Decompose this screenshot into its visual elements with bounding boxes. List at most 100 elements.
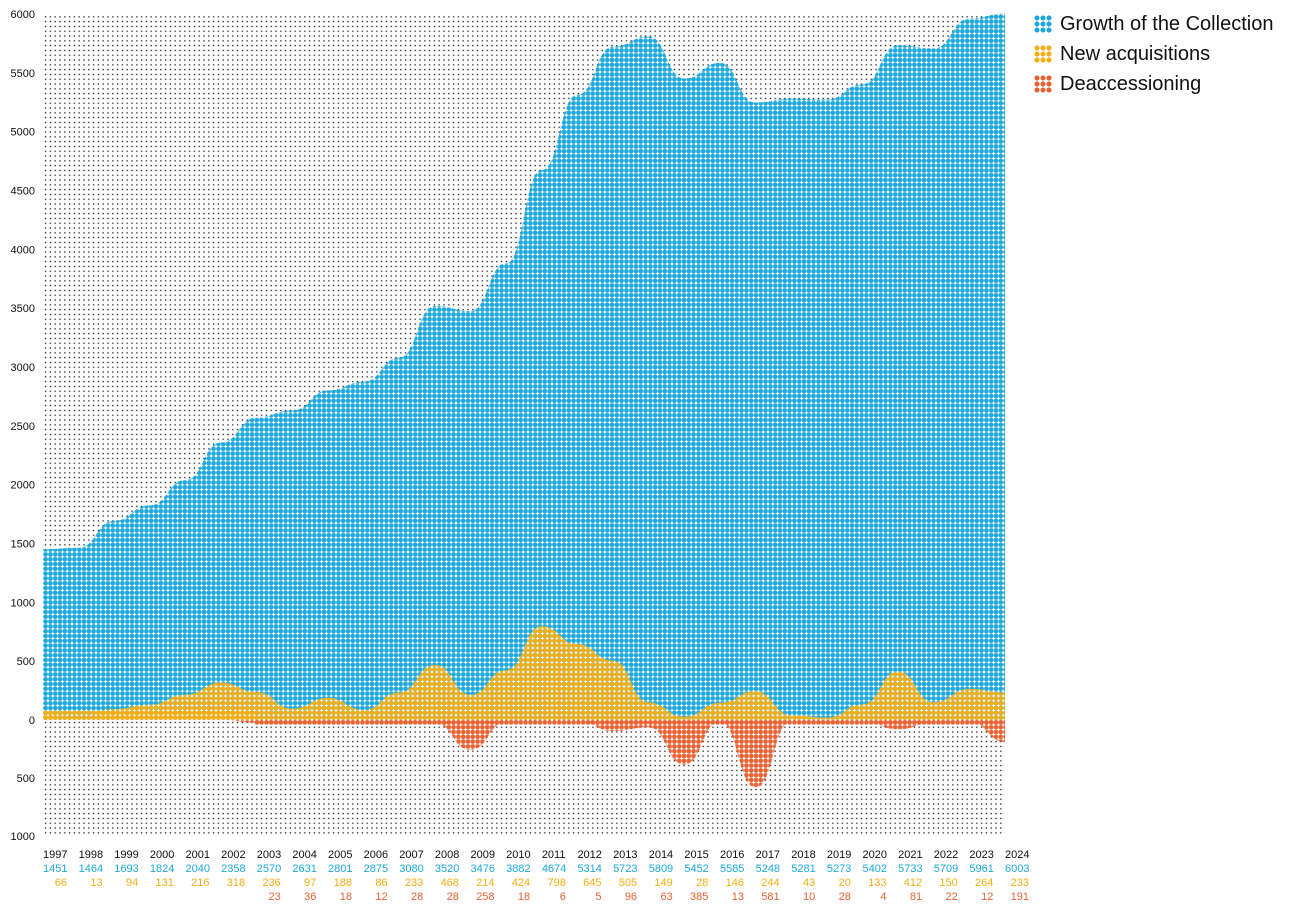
- y-tick-label: 1500: [11, 539, 35, 551]
- x-value-growth: 3476: [471, 863, 495, 875]
- x-tick-label-year: 2003: [257, 849, 281, 861]
- x-tick-label-year: 2000: [150, 849, 174, 861]
- x-value-growth: 6003: [1005, 863, 1029, 875]
- x-value-deaccessioning: 22: [945, 891, 957, 903]
- x-value-acquisitions: 244: [761, 877, 779, 889]
- x-value-deaccessioning: 28: [411, 891, 423, 903]
- y-tick-label: 5500: [11, 68, 35, 80]
- series-areas: [43, 13, 1005, 788]
- x-value-growth: 5723: [613, 863, 637, 875]
- x-tick-label-year: 2023: [969, 849, 993, 861]
- x-value-deaccessioning: 258: [476, 891, 494, 903]
- x-value-deaccessioning: 28: [447, 891, 459, 903]
- x-value-growth: 4674: [542, 863, 566, 875]
- y-tick-label: 1000: [11, 597, 35, 609]
- x-tick-label-year: 2009: [471, 849, 495, 861]
- x-value-acquisitions: 798: [547, 877, 565, 889]
- x-value-growth: 5452: [684, 863, 708, 875]
- y-tick-label-negative: 1000: [11, 831, 35, 843]
- x-value-growth: 2040: [186, 863, 210, 875]
- series-area-acquisitions: [43, 626, 1005, 720]
- x-value-acquisitions: 318: [227, 877, 245, 889]
- x-tick-label-year: 2007: [399, 849, 423, 861]
- x-value-acquisitions: 468: [441, 877, 459, 889]
- series-area-deaccessioning: [43, 720, 1005, 788]
- x-value-acquisitions: 236: [262, 877, 280, 889]
- x-value-deaccessioning: 6: [560, 891, 566, 903]
- y-tick-label: 500: [17, 656, 35, 668]
- x-value-deaccessioning: 581: [761, 891, 779, 903]
- x-value-growth: 5961: [969, 863, 993, 875]
- series-area-growth: [43, 13, 1005, 721]
- y-tick-label: 3500: [11, 303, 35, 315]
- x-value-acquisitions: 131: [156, 877, 174, 889]
- x-value-growth: 5248: [756, 863, 780, 875]
- x-value-deaccessioning: 191: [1011, 891, 1029, 903]
- x-tick-label-year: 2020: [862, 849, 886, 861]
- x-value-growth: 5709: [934, 863, 958, 875]
- y-tick-label: 3000: [11, 362, 35, 374]
- y-tick-label: 0: [29, 715, 35, 727]
- x-value-deaccessioning: 10: [803, 891, 815, 903]
- y-tick-label: 2000: [11, 480, 35, 492]
- x-tick-label-year: 2001: [186, 849, 210, 861]
- x-value-acquisitions: 97: [304, 877, 316, 889]
- x-value-acquisitions: 150: [939, 877, 957, 889]
- x-axis-labels: 1997145166199814641319991693942000182413…: [43, 849, 1029, 903]
- x-value-deaccessioning: 18: [340, 891, 352, 903]
- x-value-deaccessioning: 385: [690, 891, 708, 903]
- x-value-acquisitions: 645: [583, 877, 601, 889]
- x-value-deaccessioning: 63: [660, 891, 672, 903]
- x-tick-label-year: 2005: [328, 849, 352, 861]
- x-value-growth: 2570: [257, 863, 281, 875]
- x-value-acquisitions: 149: [654, 877, 672, 889]
- y-tick-label: 5000: [11, 127, 35, 139]
- x-tick-label-year: 2024: [1005, 849, 1029, 861]
- x-value-growth: 3080: [399, 863, 423, 875]
- y-tick-label-negative: 500: [17, 773, 35, 785]
- x-tick-label-year: 1998: [79, 849, 103, 861]
- x-value-acquisitions: 66: [55, 877, 67, 889]
- x-value-acquisitions: 28: [696, 877, 708, 889]
- x-value-deaccessioning: 12: [375, 891, 387, 903]
- x-value-acquisitions: 133: [868, 877, 886, 889]
- x-tick-label-year: 2008: [435, 849, 459, 861]
- x-value-deaccessioning: 18: [518, 891, 530, 903]
- x-tick-label-year: 2016: [720, 849, 744, 861]
- x-value-deaccessioning: 4: [880, 891, 886, 903]
- legend-swatch-growth-icon: [1034, 15, 1052, 33]
- x-value-deaccessioning: 5: [595, 891, 601, 903]
- x-value-acquisitions: 43: [803, 877, 815, 889]
- y-tick-label: 6000: [11, 9, 35, 21]
- x-tick-label-year: 1997: [43, 849, 67, 861]
- x-tick-label-year: 2012: [577, 849, 601, 861]
- x-value-growth: 3882: [506, 863, 530, 875]
- legend-label-acquisitions: New acquisitions: [1060, 42, 1211, 65]
- y-tick-label: 4500: [11, 186, 35, 198]
- x-tick-label-year: 2014: [649, 849, 673, 861]
- x-value-growth: 3520: [435, 863, 459, 875]
- x-value-deaccessioning: 28: [839, 891, 851, 903]
- x-value-growth: 1451: [43, 863, 67, 875]
- x-value-acquisitions: 94: [126, 877, 138, 889]
- x-value-deaccessioning: 23: [269, 891, 281, 903]
- x-value-growth: 5273: [827, 863, 851, 875]
- x-value-growth: 5585: [720, 863, 744, 875]
- x-value-acquisitions: 264: [975, 877, 993, 889]
- legend-item-acquisitions: New acquisitions: [1034, 39, 1273, 69]
- x-value-growth: 2631: [292, 863, 316, 875]
- x-tick-label-year: 2010: [506, 849, 530, 861]
- x-value-growth: 1464: [79, 863, 103, 875]
- legend-swatch-acquisitions-icon: [1034, 45, 1052, 63]
- x-value-growth: 5402: [862, 863, 886, 875]
- x-value-growth: 2801: [328, 863, 352, 875]
- x-value-growth: 5733: [898, 863, 922, 875]
- x-value-acquisitions: 233: [1011, 877, 1029, 889]
- x-value-growth: 5314: [577, 863, 601, 875]
- x-tick-label-year: 1999: [114, 849, 138, 861]
- x-value-deaccessioning: 81: [910, 891, 922, 903]
- x-tick-label-year: 2013: [613, 849, 637, 861]
- x-value-growth: 2358: [221, 863, 245, 875]
- x-tick-label-year: 2022: [934, 849, 958, 861]
